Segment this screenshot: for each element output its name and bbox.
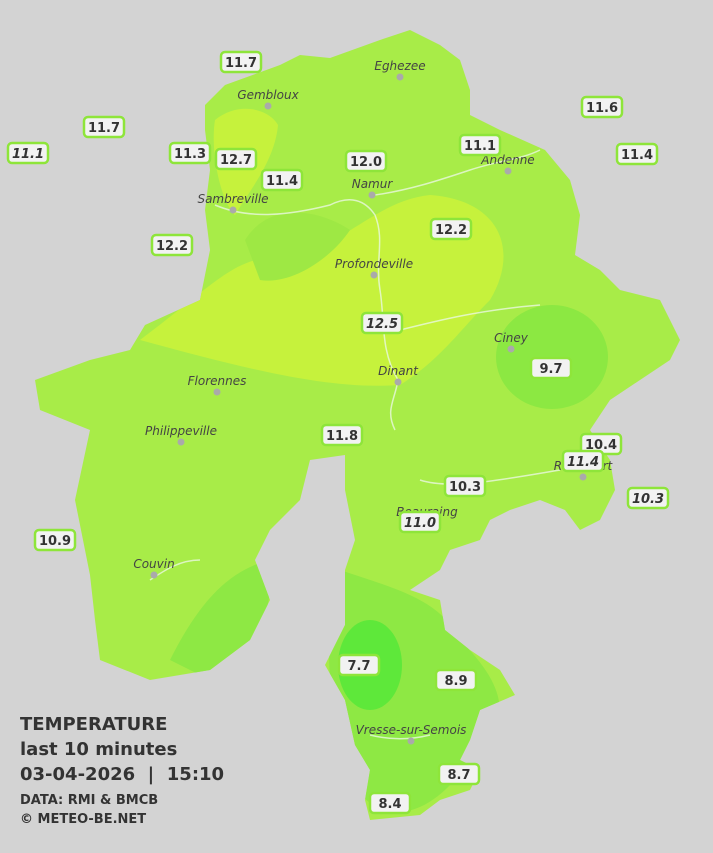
station-value: 11.3 (174, 147, 206, 162)
place-dot (370, 271, 378, 279)
place-name: Namur (352, 177, 394, 191)
place-name: Profondeville (335, 257, 413, 271)
legend: TEMPERATURE last 10 minutes 03-04-2026 |… (20, 714, 224, 827)
station-value: 12.5 (366, 317, 398, 332)
place-name: Vresse-sur-Semois (356, 723, 467, 737)
place-dot (394, 378, 402, 386)
place-dot (177, 438, 185, 446)
station-value: 11.4 (621, 148, 653, 163)
station-box (214, 147, 258, 171)
station-box (529, 356, 573, 380)
place-dot (396, 73, 404, 81)
legend-copyright: © METEO-BE.NET (20, 812, 146, 827)
place-dot (213, 388, 221, 396)
station-value: 11.7 (225, 56, 257, 71)
legend-source: DATA: RMI & BMCB (20, 793, 158, 808)
station-box (6, 141, 50, 165)
place-name: Eghezee (374, 59, 425, 73)
station-box (398, 510, 442, 534)
station-box (168, 141, 212, 165)
legend-title: TEMPERATURE (20, 714, 167, 735)
place-dot (407, 737, 415, 745)
station-value: 8.7 (447, 768, 470, 783)
station-box (443, 474, 487, 498)
station-value: 11.6 (586, 101, 618, 116)
station-box (219, 50, 263, 74)
place-name: Philippeville (145, 424, 217, 438)
station-value: 7.7 (347, 659, 370, 674)
place-name: Sambreville (197, 192, 268, 206)
station-box (82, 115, 126, 139)
station-value: 11.0 (404, 516, 436, 531)
place-dot (368, 191, 376, 199)
station-value: 9.7 (539, 362, 562, 377)
station-box (337, 653, 381, 677)
station-value: 11.1 (12, 147, 44, 162)
legend-subtitle: last 10 minutes (20, 739, 177, 760)
station-box (580, 95, 624, 119)
place-name: Gembloux (237, 88, 299, 102)
place-name: Dinant (378, 364, 419, 378)
station-box (368, 791, 412, 815)
station-value: 11.7 (88, 121, 120, 136)
station-value: 11.4 (567, 455, 599, 470)
station-box (260, 168, 304, 192)
station-value: 11.1 (464, 139, 496, 154)
stations: 11.7 11.7 11.1 11.3 12.7 11.4 12.0 11.1 11.6 11.4… (6, 50, 670, 815)
station-box (429, 217, 473, 241)
station-value: 11.8 (326, 429, 358, 444)
station-box (150, 233, 194, 257)
station-box (458, 133, 502, 157)
station-value: 12.2 (156, 239, 188, 254)
station-value: 11.4 (266, 174, 298, 189)
station-box (615, 142, 659, 166)
station-value: 10.4 (585, 438, 617, 453)
station-value: 12.7 (220, 153, 252, 168)
station-value: 10.3 (632, 492, 664, 507)
station-box (344, 149, 388, 173)
station-box (360, 311, 404, 335)
place-name: Andenne (480, 153, 534, 167)
place-name: Florennes (188, 374, 247, 388)
station-box (561, 449, 605, 473)
station-value: 8.9 (444, 674, 467, 689)
station-value: 10.9 (39, 534, 71, 549)
place-dot (507, 345, 515, 353)
legend-datetime: 03-04-2026 | 15:10 (20, 764, 224, 785)
place-name: Ciney (494, 331, 529, 345)
place-dot (264, 102, 272, 110)
place-dot (504, 167, 512, 175)
place-dot (229, 206, 237, 214)
station-value: 12.2 (435, 223, 467, 238)
place-dot (579, 473, 587, 481)
places: Eghezee Gembloux Andenne Namur Sambreville Pr… (133, 59, 614, 745)
station-box (437, 762, 481, 786)
station-value: 12.0 (350, 155, 382, 170)
station-value: 10.3 (449, 480, 481, 495)
station-value: 8.4 (378, 797, 401, 812)
place-name: Couvin (133, 557, 174, 571)
place-dot (150, 571, 158, 579)
station-box (626, 486, 670, 510)
station-box (320, 423, 364, 447)
station-box (434, 668, 478, 692)
station-box (33, 528, 77, 552)
